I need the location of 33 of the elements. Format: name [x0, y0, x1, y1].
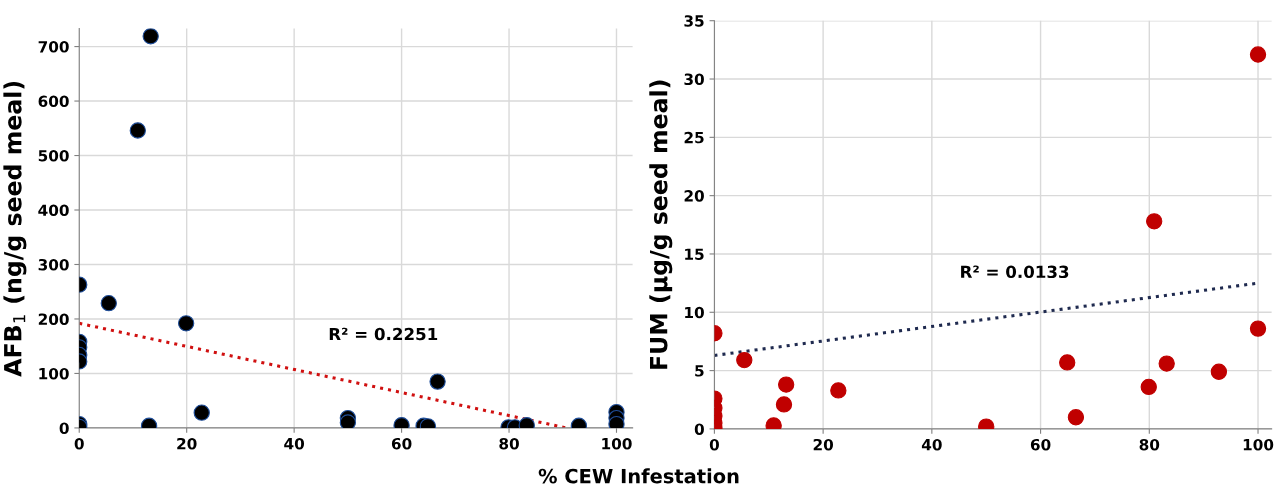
y-tick-label: 0 — [694, 423, 704, 435]
x-tick-label: 40 — [284, 437, 305, 450]
x-tick-label: 80 — [1139, 438, 1160, 451]
annotation: R² = 0.2251 — [329, 327, 438, 341]
y-tick-label: 400 — [38, 204, 69, 217]
x-tick-label: 20 — [177, 437, 197, 450]
y-axis-title: FUM (µg/g seed meal) — [649, 80, 673, 369]
x-tick-label: 60 — [391, 437, 412, 450]
y-tick-label: 35 — [684, 15, 704, 27]
x-tick-label: 40 — [921, 438, 942, 451]
x-tick-label: 80 — [499, 437, 519, 450]
y-tick-label: 300 — [38, 258, 69, 271]
y-tick-label: 500 — [38, 150, 69, 162]
y-tick-label: 700 — [38, 41, 69, 53]
y-tick-label: 25 — [684, 131, 704, 144]
y-tick-label: 0 — [59, 422, 69, 434]
x-tick-label: 60 — [1030, 438, 1051, 451]
y-tick-label: 200 — [38, 313, 69, 325]
y-tick-label: 600 — [38, 95, 69, 108]
y-tick-label: 10 — [685, 306, 704, 319]
y-tick-label: 100 — [39, 367, 69, 380]
y-tick-label: 30 — [684, 73, 704, 86]
y-axis-title: AFB$_{1}$ (ng/g seed meal) — [3, 81, 27, 377]
x-tick-label: 0 — [74, 437, 84, 450]
x-tick-label: 20 — [813, 438, 834, 451]
x-tick-label: 0 — [709, 438, 719, 451]
x-tick-label: 100 — [602, 437, 632, 450]
annotation: R² = 0.0133 — [961, 265, 1069, 279]
x-tick-label: 100 — [1243, 438, 1274, 451]
y-tick-label: 15 — [685, 248, 704, 260]
y-tick-label: 5 — [695, 365, 704, 377]
y-tick-label: 20 — [684, 190, 704, 202]
x-axis-title: % CEW Infestation — [538, 468, 739, 484]
